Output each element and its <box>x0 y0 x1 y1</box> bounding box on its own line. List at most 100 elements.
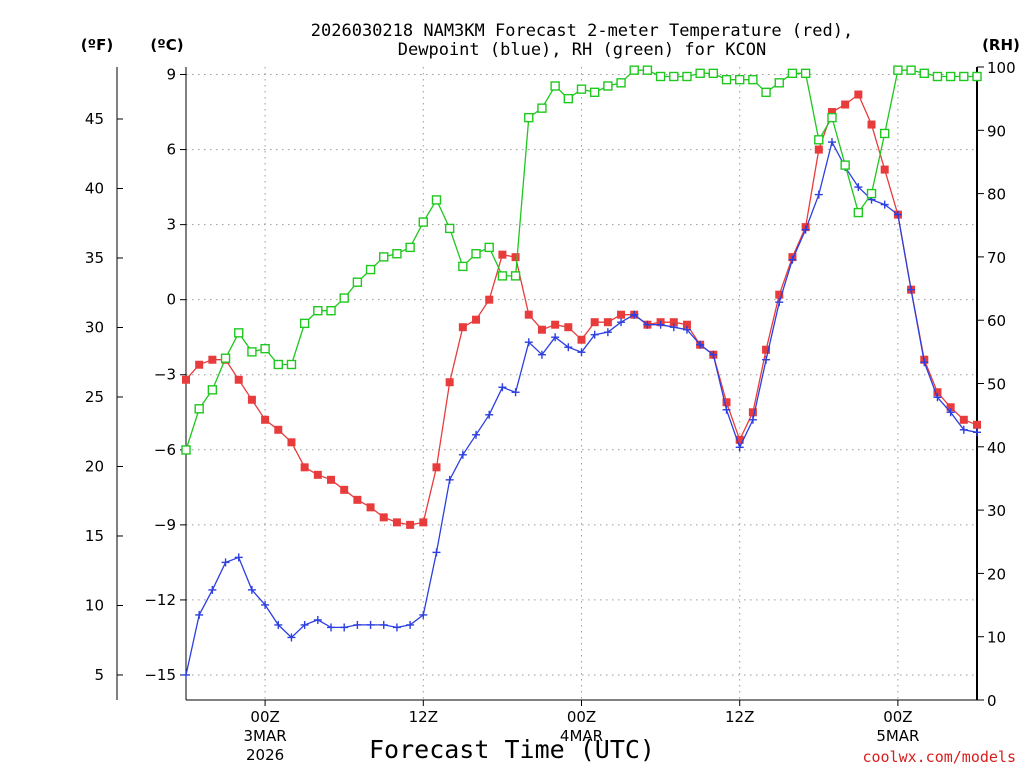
rh-point <box>537 103 547 113</box>
credit-link[interactable]: coolwx.com/models <box>862 748 1016 766</box>
dewpoint-point <box>195 610 204 619</box>
dewpoint-point <box>959 425 968 434</box>
celsius-tick-label: −9 <box>154 516 176 534</box>
dewpoint-point <box>775 298 784 307</box>
dewpoint-point <box>814 190 823 199</box>
dewpoint-point <box>722 405 731 414</box>
rh-point <box>497 271 508 281</box>
rh-point <box>932 71 943 82</box>
temperature-point <box>590 318 599 327</box>
dewpoint-point <box>221 558 230 567</box>
fahrenheit-unit-label: (ºF) <box>81 36 113 54</box>
dewpoint-point <box>472 430 481 439</box>
temperature-point <box>854 90 863 99</box>
rh-tick-label: 60 <box>987 312 1006 330</box>
rh-point <box>695 68 705 79</box>
celsius-tick-label: 3 <box>166 216 176 234</box>
temperature-point <box>327 475 336 484</box>
temperature-point <box>353 495 362 504</box>
dewpoint-point <box>577 348 586 357</box>
fahrenheit-tick-label: 30 <box>85 318 104 336</box>
x-tick-date: 4MAR <box>560 727 603 745</box>
rh-point <box>761 87 771 98</box>
rh-point <box>352 277 363 287</box>
rh-point <box>313 306 323 316</box>
dewpoint-point <box>234 553 243 562</box>
temperature-point <box>419 518 428 527</box>
temperature-point <box>564 323 573 332</box>
temperature-point <box>182 375 190 384</box>
dewpoint-point <box>261 600 270 609</box>
temperature-point <box>445 378 454 387</box>
celsius-tick-label: −3 <box>154 366 176 384</box>
temperature-point <box>551 320 560 329</box>
dewpoint-point <box>458 450 467 459</box>
temperature-line <box>185 93 978 526</box>
rh-point <box>563 93 574 104</box>
temperature-point <box>392 518 401 527</box>
temperature-point <box>775 290 784 299</box>
temperature-point <box>340 485 349 494</box>
dewpoint-point <box>682 325 691 334</box>
rh-point <box>379 252 389 262</box>
temperature-point <box>498 250 507 259</box>
rh-point <box>299 318 310 329</box>
dewpoint-point <box>603 328 612 337</box>
rh-point <box>748 74 758 85</box>
dewpoint-point <box>827 138 836 147</box>
x-tick-year: 2026 <box>246 746 284 764</box>
dewpoint-point <box>854 183 863 192</box>
rh-point <box>220 353 231 363</box>
temperature-point <box>577 335 586 344</box>
rh-point <box>418 217 428 227</box>
dewpoint-point <box>287 633 296 642</box>
temperature-point <box>762 345 771 354</box>
rh-point <box>735 74 745 85</box>
temperature-point <box>485 295 494 304</box>
rh-point <box>906 65 916 75</box>
rh-point <box>616 78 626 88</box>
rh-point <box>840 160 850 170</box>
dewpoint-point <box>617 318 626 327</box>
dewpoint-point <box>880 200 889 209</box>
rh-point <box>919 68 929 79</box>
rh-point <box>234 328 244 338</box>
x-tick-label: 00Z <box>567 708 596 726</box>
temperature-point <box>841 100 850 109</box>
dewpoint-point <box>313 615 322 624</box>
rh-point <box>444 223 455 234</box>
dewpoint-point <box>445 475 454 484</box>
temperature-point <box>247 395 256 404</box>
temperature-point <box>432 463 441 472</box>
grid-lines <box>186 67 977 700</box>
rh-tick-label: 50 <box>987 376 1006 394</box>
dewpoint-point <box>485 410 494 419</box>
chart-title-line2: Dewpoint (blue), RH (green) for KCON <box>398 40 766 60</box>
temperature-point <box>722 398 731 407</box>
dewpoint-point <box>590 330 599 339</box>
temperature-point <box>827 108 836 117</box>
rh-tick-label: 100 <box>987 59 1016 77</box>
temperature-point <box>313 470 322 479</box>
dewpoint-point <box>709 350 718 359</box>
temperature-point <box>748 408 757 417</box>
rh-point <box>682 71 692 82</box>
rh-point <box>458 261 468 272</box>
rh-point <box>827 112 837 123</box>
temperature-point <box>261 415 270 424</box>
temperature-point <box>682 320 691 329</box>
rh-point <box>721 74 732 85</box>
rh-tick-label: 80 <box>987 186 1006 204</box>
fahrenheit-tick-label: 15 <box>85 527 104 545</box>
temperature-point <box>274 425 283 434</box>
dewpoint-point <box>392 623 401 632</box>
rh-point <box>708 68 719 79</box>
rh-point <box>181 445 191 455</box>
rh-point <box>273 359 283 370</box>
dewpoint-point <box>630 310 639 319</box>
rh-tick-label: 70 <box>987 249 1006 267</box>
dewpoint-point <box>406 620 415 629</box>
fahrenheit-tick-label: 20 <box>85 457 104 475</box>
dewpoint-point <box>247 585 256 594</box>
dewpoint-point <box>419 610 428 619</box>
